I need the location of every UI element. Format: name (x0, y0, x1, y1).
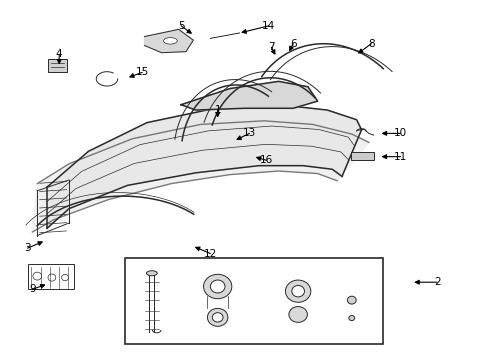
Polygon shape (181, 81, 317, 110)
Text: 11: 11 (393, 152, 407, 162)
Polygon shape (32, 121, 368, 232)
Ellipse shape (285, 280, 310, 302)
Bar (350, 152, 373, 160)
Bar (48, 59, 67, 72)
Ellipse shape (207, 309, 227, 326)
Ellipse shape (291, 285, 304, 297)
Ellipse shape (210, 280, 224, 293)
Text: 9: 9 (29, 284, 36, 294)
Text: 16: 16 (259, 155, 272, 165)
Text: 7: 7 (267, 42, 274, 52)
Text: 13: 13 (242, 129, 256, 138)
Text: 15: 15 (135, 67, 148, 77)
Text: 8: 8 (367, 39, 374, 49)
Bar (27, 264, 74, 289)
Text: 4: 4 (56, 49, 62, 59)
Text: 1: 1 (214, 105, 221, 115)
Bar (125, 258, 383, 344)
Ellipse shape (146, 271, 157, 276)
Polygon shape (47, 105, 361, 228)
Text: 6: 6 (289, 39, 296, 49)
Polygon shape (144, 30, 193, 53)
Ellipse shape (203, 274, 231, 299)
Ellipse shape (288, 307, 307, 322)
Ellipse shape (212, 313, 223, 322)
Text: 12: 12 (203, 248, 217, 258)
Text: 5: 5 (178, 21, 184, 31)
Text: 2: 2 (433, 277, 440, 287)
Text: 10: 10 (393, 129, 407, 138)
Text: 3: 3 (24, 243, 31, 253)
Ellipse shape (348, 316, 354, 320)
Text: 14: 14 (262, 21, 275, 31)
Ellipse shape (346, 296, 355, 304)
Ellipse shape (163, 38, 177, 44)
